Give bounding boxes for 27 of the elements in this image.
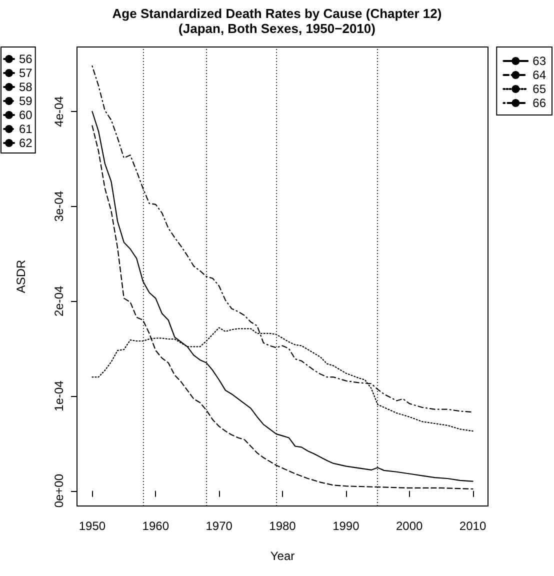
x-tick-label: 1980 xyxy=(269,519,296,533)
y-tick-label: 4e-04 xyxy=(52,96,66,127)
legend-label: 66 xyxy=(532,96,546,110)
x-axis-title: Year xyxy=(270,549,295,563)
legend-label: 59 xyxy=(19,94,33,108)
x-tick-label: 1960 xyxy=(142,519,170,533)
chart-title: Age Standardized Death Rates by Cause (Chapter 12) xyxy=(112,6,442,21)
legend-label: 58 xyxy=(19,80,33,94)
x-tick-label: 2010 xyxy=(459,519,486,533)
legend-label: 57 xyxy=(19,66,33,80)
legend-label: 64 xyxy=(532,68,546,82)
legend-label: 56 xyxy=(19,52,33,66)
legend-label: 65 xyxy=(532,82,546,96)
x-tick-label: 1990 xyxy=(332,519,360,533)
y-tick-label: 1e-04 xyxy=(52,380,66,412)
legend-label: 60 xyxy=(19,108,33,122)
chart-subtitle: (Japan, Both Sexes, 1950−2010) xyxy=(178,21,376,36)
legend-label: 63 xyxy=(532,54,546,68)
y-tick-label: 0e+00 xyxy=(52,474,66,508)
y-tick-label: 2e-04 xyxy=(52,285,66,317)
y-tick-label: 3e-04 xyxy=(52,190,66,222)
x-tick-label: 2000 xyxy=(396,519,424,533)
legend-label: 61 xyxy=(19,122,33,136)
y-axis-title: ASDR xyxy=(14,260,28,294)
x-tick-label: 1970 xyxy=(206,519,233,533)
x-tick-label: 1950 xyxy=(78,519,106,533)
legend-label: 62 xyxy=(19,136,33,150)
